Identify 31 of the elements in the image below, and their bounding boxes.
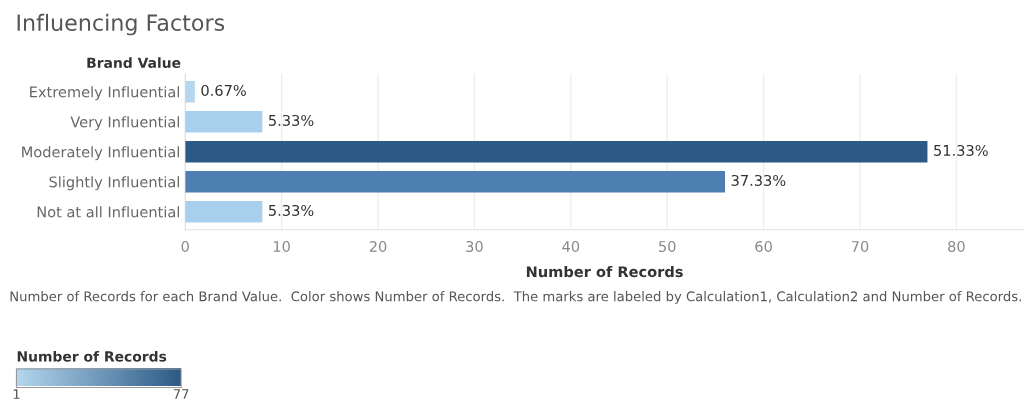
- color-bar-label: 77: [173, 389, 189, 399]
- annotation: 51.33%: [934, 144, 988, 156]
- x-tick-label: 80: [948, 240, 965, 252]
- annotation: 37.33%: [731, 174, 786, 186]
- text: Number of Records for each Brand Value. Color shows Number of Records. The marks are labeled by Calculation1, Calculation2 and Number of Records.: [10, 291, 1021, 304]
- x-tick-label: 70: [851, 240, 869, 252]
- y-tick-label: Slightly Influential: [49, 176, 179, 191]
- y-tick-label: Moderately Influential: [22, 146, 179, 161]
- bar: [185, 140, 928, 163]
- color-bar-title: Number of Records: [17, 350, 167, 362]
- x-tick-label: 10: [273, 240, 290, 252]
- y-tick-label: Very Influential: [70, 116, 179, 131]
- bar: [185, 200, 263, 223]
- x-tick-label: 30: [466, 240, 483, 252]
- bar: [185, 170, 726, 193]
- color-bar-label: 1: [13, 389, 20, 399]
- annotation: 0.67%: [201, 84, 246, 96]
- x-axis-title: Number of Records: [526, 265, 683, 278]
- y-tick-label: Extremely Influential: [30, 86, 179, 101]
- y-axis-title: Brand Value: [87, 57, 181, 68]
- bar: [185, 80, 195, 103]
- chart-title: Influencing Factors: [17, 13, 225, 36]
- y-tick-label: Not at all Influential: [37, 206, 179, 218]
- x-tick-label: 20: [369, 240, 387, 252]
- x-tick-label: 50: [659, 240, 676, 252]
- x-tick-label: 0: [181, 240, 189, 252]
- annotation: 5.33%: [269, 114, 314, 126]
- x-tick-label: 60: [755, 240, 772, 252]
- annotation: 5.33%: [269, 204, 314, 216]
- x-tick-label: 40: [562, 240, 580, 252]
- bar: [185, 110, 263, 133]
